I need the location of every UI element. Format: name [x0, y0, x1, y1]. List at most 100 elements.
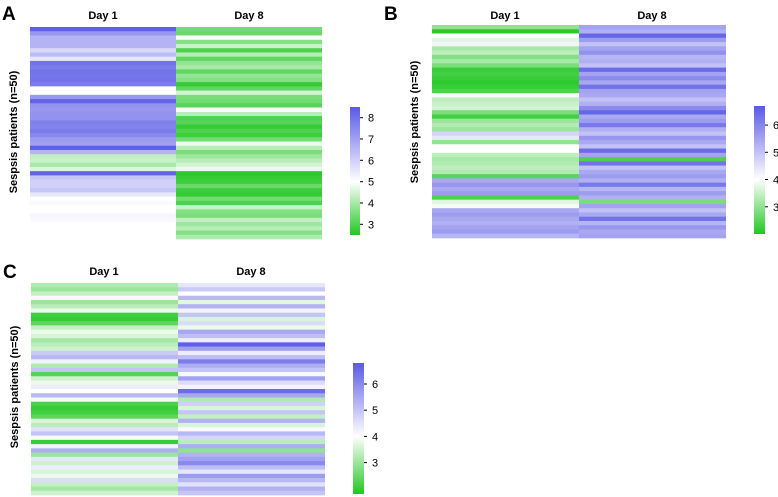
heatmap-cell: [432, 93, 579, 98]
heatmap-cell: [30, 209, 176, 214]
heatmap-cell: [579, 178, 726, 183]
heatmap-cell: [178, 444, 325, 449]
heatmap-cell: [579, 67, 726, 73]
heatmap-cell: [176, 145, 322, 151]
heatmap-cell: [178, 316, 325, 322]
heatmap-cell: [31, 469, 178, 475]
heatmap-cell: [176, 48, 322, 53]
panel-c-colorbar: [353, 363, 364, 494]
heatmap-cell: [178, 422, 325, 428]
colorbar-tick-label: 3: [368, 219, 374, 231]
heatmap-cell: [30, 65, 176, 70]
heatmap-cell: [176, 69, 322, 74]
heatmap-cell: [178, 355, 325, 360]
colorbar-tick-label: 5: [773, 147, 778, 159]
heatmap-cell: [176, 107, 322, 113]
heatmap-cell: [432, 195, 579, 201]
heatmap-cell: [579, 105, 726, 111]
heatmap-cell: [432, 122, 579, 128]
heatmap-cell: [178, 325, 325, 330]
heatmap-cell: [579, 135, 726, 141]
heatmap-cell: [432, 127, 579, 132]
heatmap-cell: [176, 213, 322, 219]
heatmap-cell: [579, 71, 726, 77]
heatmap-cell: [176, 209, 322, 214]
heatmap-cell: [30, 188, 176, 193]
heatmap-cell: [176, 31, 322, 36]
heatmap-cell: [579, 208, 726, 213]
heatmap-cell: [178, 367, 325, 373]
heatmap-cell: [178, 299, 325, 305]
heatmap-cell: [432, 88, 579, 94]
heatmap-cell: [579, 225, 726, 230]
heatmap-cell: [30, 124, 176, 130]
heatmap-cell: [432, 135, 579, 141]
heatmap-cell: [31, 490, 178, 496]
heatmap-cell: [579, 203, 726, 209]
heatmap-cell: [178, 389, 325, 394]
heatmap-cell: [176, 166, 322, 172]
heatmap-cell: [30, 234, 176, 240]
heatmap-cell: [31, 435, 178, 441]
heatmap-cell: [432, 152, 579, 158]
heatmap-cell: [579, 152, 726, 158]
heatmap-cell: [579, 140, 726, 145]
heatmap-cell: [432, 186, 579, 192]
heatmap-cell: [432, 46, 579, 51]
heatmap-cell: [579, 59, 726, 64]
heatmap-cell: [432, 29, 579, 34]
colorbar-tick-label: 6: [773, 120, 778, 132]
heatmap-cell: [579, 131, 726, 137]
heatmap-cell: [178, 321, 325, 326]
heatmap-cell: [31, 461, 178, 466]
heatmap-cell: [176, 183, 322, 189]
heatmap-cell: [31, 316, 178, 322]
heatmap-cell: [579, 88, 726, 94]
panel-b-colorbar-ticks: 3 4 5 6: [765, 120, 778, 214]
heatmap-cell: [30, 111, 176, 117]
heatmap-cell: [31, 384, 178, 390]
heatmap-cell: [432, 33, 579, 39]
heatmap-cell: [579, 191, 726, 196]
heatmap-cell: [31, 355, 178, 360]
panel-b-colorbar: [754, 106, 765, 234]
heatmap-cell: [579, 118, 726, 124]
colorbar-tick-label: 6: [372, 379, 378, 391]
heatmap-cell: [31, 299, 178, 305]
heatmap-cell: [432, 182, 579, 188]
heatmap-cell: [178, 473, 325, 479]
heatmap-cell: [30, 52, 176, 58]
heatmap-cell: [31, 359, 178, 364]
heatmap-cell: [178, 363, 325, 369]
panel-b: B Day 1 Day 8 Sespsis patients (n=50) 3 4…: [384, 4, 778, 239]
heatmap-cell: [178, 482, 325, 487]
panel-a-colorbar-ticks: 3 4 5 6 7 8: [360, 113, 374, 231]
heatmap-cell: [432, 105, 579, 111]
heatmap-cell: [432, 37, 579, 43]
heatmap-cell: [31, 346, 178, 352]
heatmap-cell: [176, 222, 322, 227]
heatmap-cell: [30, 90, 176, 96]
heatmap-cell: [579, 97, 726, 103]
heatmap-cell: [579, 161, 726, 166]
heatmap-cell: [176, 60, 322, 66]
heatmap-cell: [30, 205, 176, 210]
heatmap-cell: [30, 141, 176, 147]
heatmap-cell: [579, 195, 726, 201]
heatmap-cell: [31, 439, 178, 445]
heatmap-cell: [176, 82, 322, 87]
heatmap-cell: [432, 97, 579, 103]
heatmap-cell: [31, 312, 178, 318]
heatmap-cell: [30, 69, 176, 74]
colorbar-tick-label: 4: [368, 198, 374, 210]
heatmap-cell: [31, 456, 178, 462]
heatmap-cell: [30, 48, 176, 53]
heatmap-cell: [579, 37, 726, 43]
heatmap-cell: [178, 435, 325, 441]
heatmap-cell: [178, 308, 325, 314]
heatmap-cell: [31, 325, 178, 330]
heatmap-cell: [30, 137, 176, 142]
heatmap-cell: [176, 149, 322, 155]
heatmap-cell: [432, 203, 579, 209]
heatmap-cell: [178, 418, 325, 424]
